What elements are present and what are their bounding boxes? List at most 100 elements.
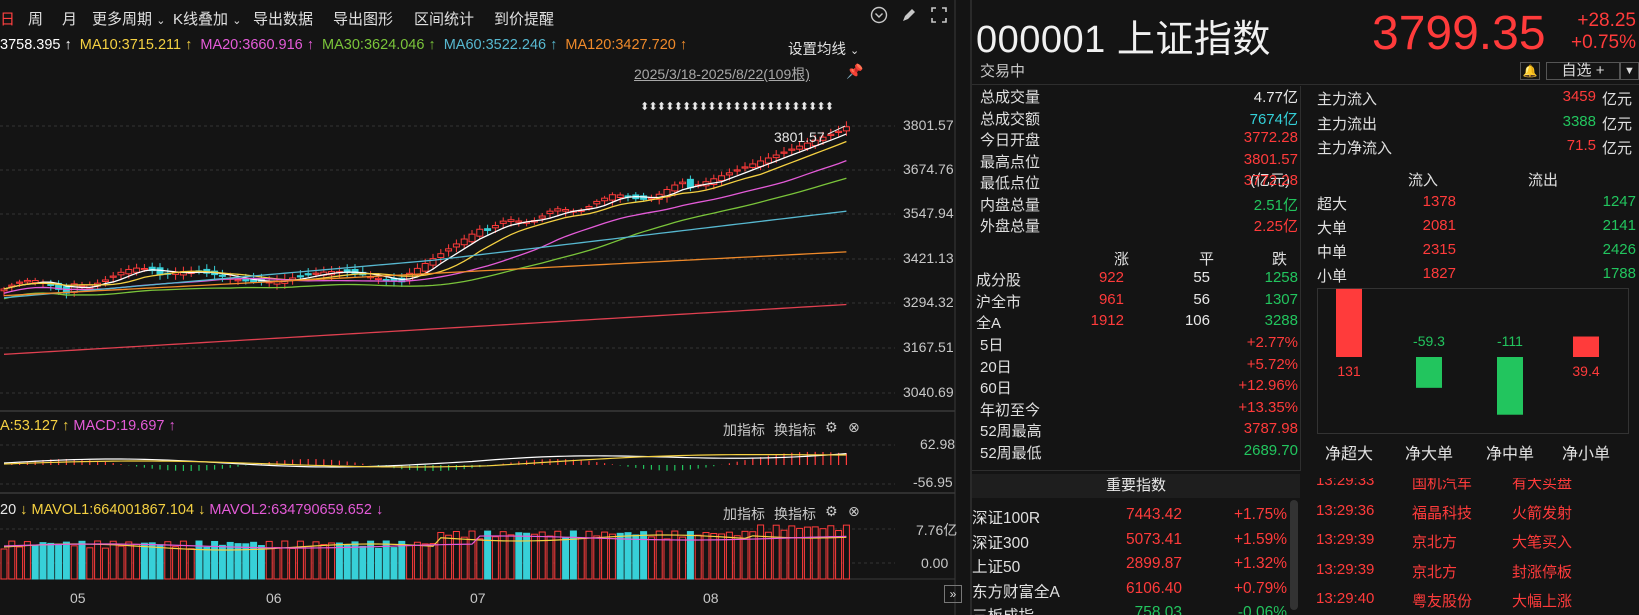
ma60-arrow-icon: ↑ [550, 37, 558, 53]
main-flow-unit: 亿元 [1602, 91, 1633, 108]
ma10-arrow-icon: ↑ [185, 37, 193, 53]
alert-stock[interactable]: 京北方 [1412, 563, 1458, 581]
candle-body [117, 271, 125, 276]
export-chart-button[interactable]: 导出图形 [333, 11, 394, 28]
net-flow-label: 净超大 [1324, 446, 1373, 463]
volume-value: 20 [0, 502, 17, 518]
candle-body [671, 184, 679, 192]
period-tab-week[interactable]: 周 [28, 11, 44, 28]
export-data-button[interactable]: 导出数据 [253, 11, 314, 28]
price-alert-button[interactable]: 到价提醒 [494, 11, 555, 28]
volume-bar [390, 547, 398, 580]
pin-icon[interactable]: 📌 [846, 63, 864, 79]
ma-legend: 3758.395 ↑ MA10:3715.211 ↑ MA20:3660.916 ↑ … [0, 37, 691, 57]
stat-label: 今日开盘 [980, 132, 1041, 149]
candle-body [234, 279, 242, 282]
chevron-down-icon: ⌄ [850, 45, 860, 57]
volume-bar [8, 540, 16, 580]
gear-icon[interactable]: ⚙ [825, 419, 838, 435]
chevron-down-icon[interactable]: ▼ [1620, 62, 1639, 80]
index-pct: +1.75% [1233, 506, 1287, 523]
macd-axis-top: 62.98 [920, 436, 956, 452]
breadth-label: 全A [976, 315, 1002, 332]
index-name[interactable]: 深证300 [972, 534, 1029, 552]
collapse-circle-icon[interactable] [868, 6, 890, 28]
alert-stock[interactable]: 京北方 [1412, 534, 1458, 551]
add-indicator-button[interactable]: 加指标 [723, 506, 765, 522]
stat-value: 3772.28 [1243, 129, 1298, 146]
arrow-down-icon: ↓ [375, 502, 384, 518]
close-icon[interactable]: ⊗ [848, 503, 860, 519]
volume-bar [335, 542, 343, 580]
period-label: 52周最高 [980, 423, 1042, 440]
stat-value: 3801.57 [1243, 150, 1298, 168]
volume-axis-top: 7.76亿 [916, 522, 958, 538]
index-name[interactable]: 东方财富全A [972, 583, 1060, 601]
switch-indicator-button[interactable]: 换指标 [774, 506, 816, 522]
volume-bar [655, 530, 663, 580]
breadth-down: 1258 [1264, 269, 1298, 286]
kline-overlay-dropdown[interactable]: K线叠加 ⌄ [173, 8, 241, 29]
signal-arrow-icon: ⬍ [707, 100, 716, 113]
index-name[interactable]: 三板成指 [972, 604, 1034, 615]
draw-pen-icon[interactable] [898, 6, 920, 28]
volume-bar [328, 542, 336, 580]
signal-arrow-icon: ⬍ [741, 100, 750, 113]
close-icon[interactable]: ⊗ [848, 419, 860, 435]
volume-bar [304, 545, 312, 580]
volume-bar [148, 542, 156, 580]
period-tab-month[interactable]: 月 [62, 11, 78, 28]
candle-body [421, 262, 429, 272]
volume-bar [757, 524, 765, 580]
gear-icon[interactable]: ⚙ [825, 503, 838, 519]
price-axis-tick: 3294.32 [903, 294, 954, 310]
arrow-up-icon: ↑ [62, 418, 70, 434]
alert-stock[interactable]: 国机汽车 [1412, 478, 1473, 492]
volume-bar [70, 545, 78, 580]
candle-body [507, 219, 515, 222]
switch-indicator-button[interactable]: 换指标 [774, 422, 816, 438]
signal-arrow-icon: ⬍ [732, 100, 741, 113]
range-stats-button[interactable]: 区间统计 [414, 11, 475, 28]
alert-stock[interactable]: 粤友股份 [1412, 593, 1473, 610]
fullscreen-icon[interactable] [928, 6, 950, 28]
volume-bar [538, 531, 546, 580]
volume-bar [367, 540, 375, 580]
flow-row-label: 大单 [1317, 220, 1348, 237]
add-indicator-button[interactable]: 加指标 [723, 422, 765, 438]
stat-label: 外盘总量 [980, 218, 1041, 235]
period-tab-day[interactable]: 日 [0, 11, 16, 28]
candle-body [733, 169, 741, 172]
flow-out-header: 流出 [1528, 172, 1559, 189]
period-value: 3787.98 [1243, 420, 1298, 437]
indices-scrollbar[interactable] [1290, 500, 1298, 610]
candle-body [601, 197, 609, 202]
volume-bar [476, 538, 484, 580]
alert-stock[interactable]: 福晶科技 [1412, 504, 1473, 522]
index-name[interactable]: 上证50 [972, 559, 1021, 576]
candle-body [101, 279, 109, 283]
net-flow-value: 39.4 [1572, 363, 1600, 379]
flow-in-header: 流入 [1408, 172, 1439, 189]
candle-body [304, 273, 312, 276]
date-range-label[interactable]: 2025/3/18-2025/8/22(109根) [634, 66, 810, 82]
add-watchlist-button[interactable]: 自选 + [1546, 62, 1620, 80]
bell-icon[interactable]: 🔔 [1520, 62, 1540, 80]
candle-body [546, 210, 554, 215]
volume-bar [421, 543, 429, 580]
breadth-header-up: 涨 [1114, 251, 1130, 268]
signal-arrow-icon: ⬍ [640, 100, 649, 113]
more-periods-dropdown[interactable]: 更多周期 ⌄ [92, 8, 165, 29]
flow-out-value: 1247 [1602, 193, 1636, 210]
double-chevron-right-icon[interactable]: » [944, 585, 962, 603]
ma-settings-dropdown[interactable]: 设置均线 ⌄ [788, 38, 859, 59]
volume-bar [234, 543, 242, 580]
flow-row-label: 小单 [1317, 268, 1348, 285]
arrow-down-icon: ↓ [20, 502, 28, 518]
ma30-arrow-icon: ↑ [428, 37, 436, 53]
volume-bar [764, 531, 772, 580]
volume-bar [679, 536, 687, 580]
volume-bar [499, 531, 507, 580]
index-name[interactable]: 深证100R [972, 510, 1041, 527]
breadth-down: 1307 [1264, 290, 1298, 308]
